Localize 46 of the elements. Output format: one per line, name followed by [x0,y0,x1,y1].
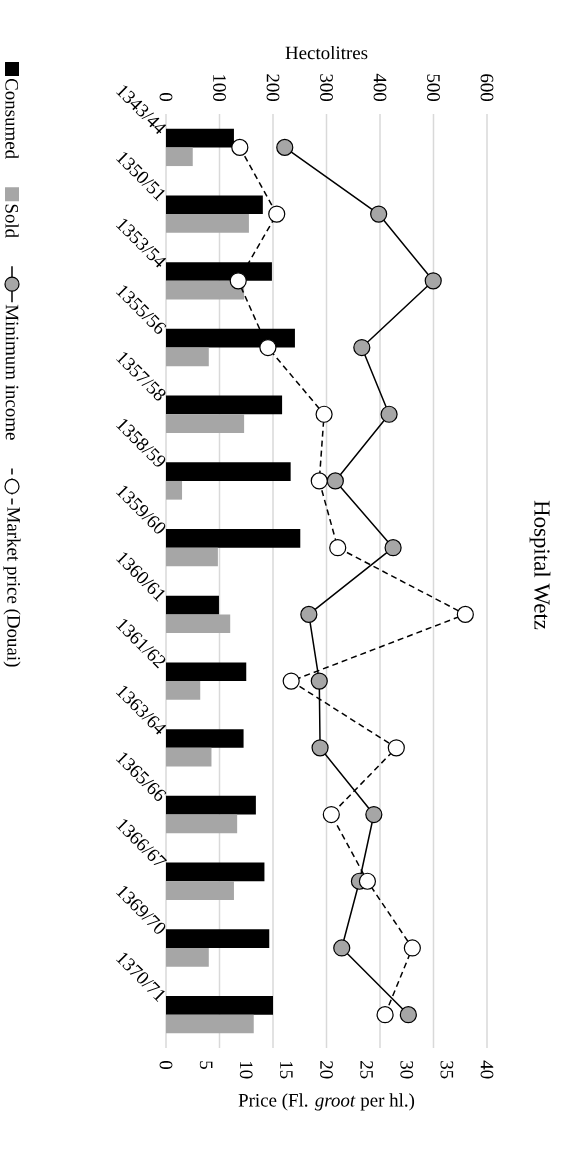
point [229,272,247,290]
legend-label: Minimum income [5,304,19,440]
x-tick-label: 15 [280,1061,293,1079]
point [329,539,347,557]
point [268,205,286,223]
point [259,338,277,357]
x-tick-label: 10 [239,1061,253,1079]
point [311,739,329,757]
point [282,672,300,690]
point [380,405,398,423]
x-tick-label: 25 [360,1061,373,1079]
legend-label: Consumed [5,78,19,159]
point [310,472,328,490]
x2-axis-title: Hectolitres [285,45,368,60]
x2-tick-label: 400 [373,73,387,102]
point [376,1006,394,1024]
point [315,405,333,423]
point [399,1006,417,1024]
point [353,338,371,357]
x-tick-label: 0 [159,1060,173,1069]
x2-tick-label: 300 [320,74,333,102]
point [387,739,405,757]
point [300,605,318,623]
point [384,539,402,557]
point [276,138,294,156]
x2-tick-label: 500 [427,74,440,102]
x-tick-label: 30 [400,1061,414,1079]
text: Hospital Wetz [529,500,551,630]
x2-tick-label: 200 [266,74,280,102]
legend-label: Sold [5,204,19,238]
point [333,939,351,957]
x-tick-label: 40 [480,1060,494,1079]
point [326,472,344,490]
x2-tick-label: 100 [213,75,226,102]
legend-label: Market price (Douai) [3,507,21,667]
point [322,805,340,824]
point [358,872,377,890]
x-tick-label: 35 [440,1061,454,1079]
x-tick-label: 20 [320,1061,333,1079]
point [424,272,442,290]
point [365,805,383,824]
x-tick-label: 5 [199,1061,213,1069]
x2-tick-label: 600 [480,74,494,102]
point [310,672,328,690]
x-axis-title: Price (Fl. groot per hl.) [238,1093,415,1111]
point [370,205,388,223]
